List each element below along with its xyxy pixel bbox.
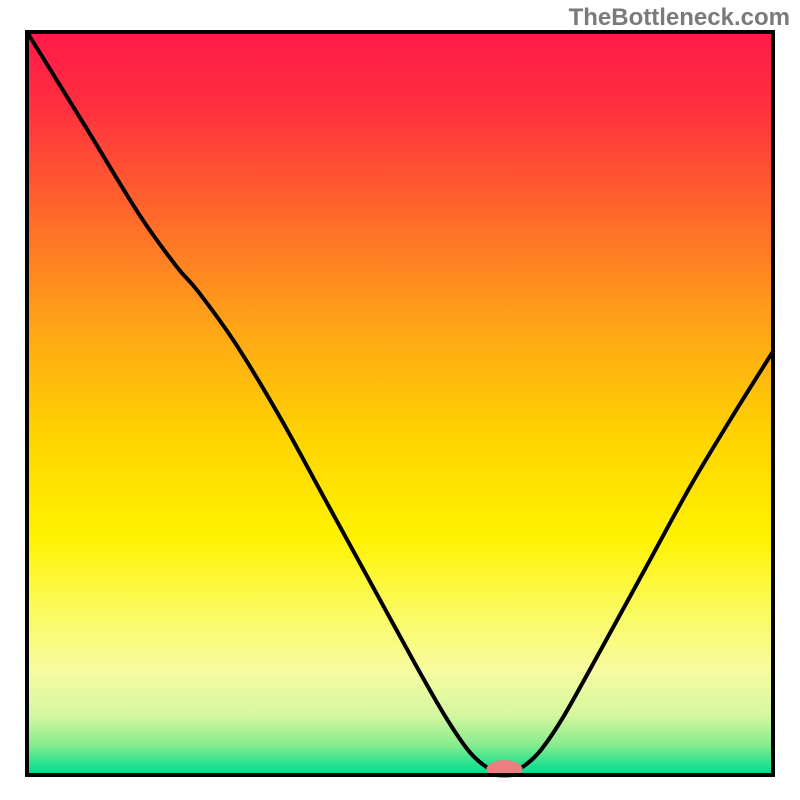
chart-container: TheBottleneck.com <box>0 0 800 800</box>
bottleneck-chart <box>0 0 800 800</box>
gradient-background <box>27 32 773 775</box>
watermark-text: TheBottleneck.com <box>569 4 790 32</box>
